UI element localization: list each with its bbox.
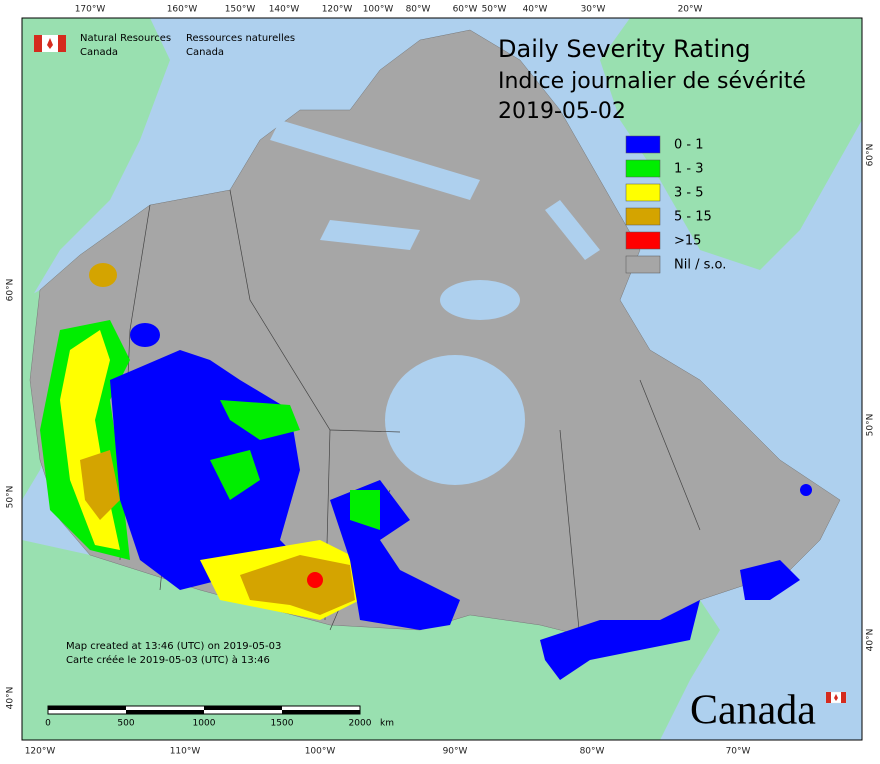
legend-label: Nil / s.o.: [674, 258, 726, 273]
channels: [270, 120, 600, 260]
map-note: Map created at 13:46 (UTC) on 2019-05-03: [66, 641, 281, 652]
usa: [22, 540, 720, 740]
graticule-top: 120°W: [322, 5, 353, 15]
map-frame: [21, 17, 863, 741]
graticule-top: 80°W: [406, 5, 431, 15]
legend-swatch: [625, 135, 661, 154]
graticule-top: 20°W: [678, 5, 703, 15]
graticule-left: 40°N: [6, 687, 16, 710]
title-fr: Indice journalier de sévérité: [498, 69, 806, 94]
graticule-right: 40°N: [866, 629, 876, 652]
hudson-bay: [385, 355, 525, 485]
scale-label: 1000: [193, 719, 216, 729]
graticule-bottom: 110°W: [170, 747, 201, 757]
graticule-right: 60°N: [866, 144, 876, 167]
legend-swatch: [625, 207, 661, 226]
graticule-top: 60°W: [453, 5, 478, 15]
agency-fr: Ressources naturelles: [186, 33, 295, 44]
graticule-bottom: 90°W: [443, 747, 468, 757]
graticule-bottom: 80°W: [580, 747, 605, 757]
map-note: Carte créée le 2019-05-03 (UTC) à 13:46: [66, 654, 270, 666]
russia-alaska: [22, 18, 170, 300]
scale-label: 1500: [271, 719, 294, 729]
wordmark: Canada: [690, 688, 816, 734]
graticule-top: 150°W: [225, 5, 256, 15]
agency-en: Canada: [80, 47, 118, 58]
graticule-top: 50°W: [482, 5, 507, 15]
legend-swatch: [625, 159, 661, 178]
logo-flag: [34, 35, 66, 52]
wordmark-flag: [825, 691, 847, 704]
greenland: [600, 18, 862, 270]
scale-label: 2000: [349, 719, 372, 729]
graticule-bottom: 70°W: [726, 747, 751, 757]
legend-label: 5 - 15: [674, 210, 712, 225]
fire-severity: [40, 263, 812, 680]
graticule-bottom: 100°W: [305, 747, 336, 757]
graticule-top: 170°W: [75, 5, 106, 15]
map: [21, 17, 863, 741]
graticule-top: 40°W: [523, 5, 548, 15]
legend-swatch: [625, 183, 661, 202]
agency-en: Natural Resources: [80, 33, 171, 44]
scale-label: 0: [45, 719, 51, 729]
graticule-top: 160°W: [167, 5, 198, 15]
legend-swatch: [625, 255, 661, 274]
scale-label: 500: [117, 719, 134, 729]
legend-label: 0 - 1: [674, 138, 704, 153]
graticule-top: 100°W: [363, 5, 394, 15]
title-date: 2019-05-02: [498, 99, 626, 124]
graticule-top: 140°W: [269, 5, 300, 15]
title-en: Daily Severity Rating: [498, 35, 750, 63]
graticule-right: 50°N: [866, 414, 876, 437]
graticule-top: 30°W: [581, 5, 606, 15]
legend-label: 3 - 5: [674, 186, 704, 201]
legend-label: 1 - 3: [674, 162, 704, 177]
graticule-left: 60°N: [6, 279, 16, 302]
scale-unit: km: [380, 719, 394, 729]
labels: Natural Resources Canada Ressources nature…: [6, 5, 876, 757]
legend-swatch: [625, 231, 661, 250]
graticule-bottom: 120°W: [25, 747, 56, 757]
scale-bar: [47, 705, 361, 715]
legend-label: >15: [674, 234, 701, 249]
foxe-basin: [440, 280, 520, 320]
agency-fr: Canada: [186, 47, 224, 58]
graticule-left: 50°N: [6, 486, 16, 509]
